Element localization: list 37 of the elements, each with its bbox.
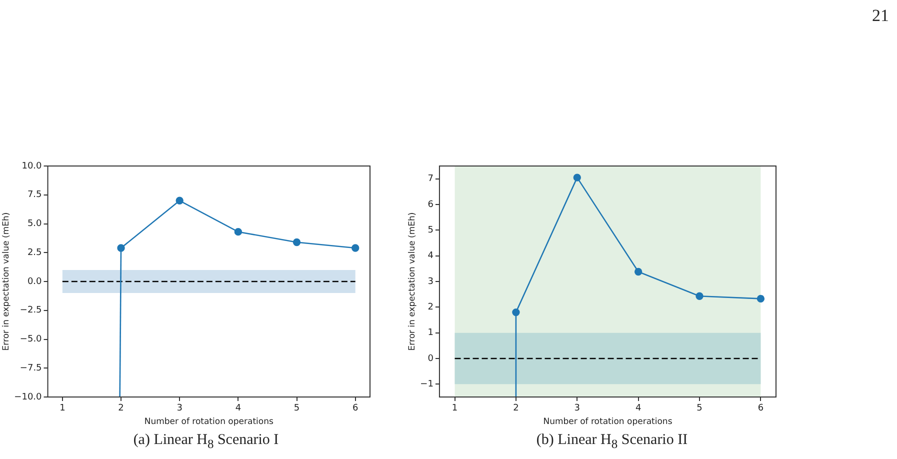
y-tick-label: 3	[428, 276, 434, 287]
y-tick-label: −2.5	[20, 306, 42, 316]
y-tick-label: 2.5	[27, 248, 42, 258]
x-tick-label: 1	[452, 404, 458, 414]
y-axis-title: Error in expectation value (mEh)	[407, 212, 418, 351]
y-tick-label: 2	[428, 302, 434, 313]
text: 21	[872, 6, 889, 26]
x-axis-title: Number of rotation operations	[543, 417, 673, 428]
x-tick-label: 1	[60, 404, 66, 414]
y-axis-title: Error in expectation value (mEh)	[1, 212, 12, 351]
text: (a) Linear H$_{8}$ Scenario I	[132, 432, 280, 452]
x-tick-label: 5	[696, 404, 702, 414]
text: (b) Linear H$_{8}$ Scenario II	[535, 432, 689, 452]
y-tick-label: −5.0	[20, 334, 42, 345]
x-tick-label: 6	[352, 404, 358, 414]
y-tick-label: 4	[428, 251, 434, 262]
y-tick-label: −7.5	[20, 363, 42, 374]
y-tick-label: 5	[428, 226, 434, 236]
x-axis-title: Number of rotation operations	[144, 417, 274, 428]
y-tick-label: 10.0	[22, 161, 42, 172]
x-tick-label: 6	[758, 404, 764, 414]
x-tick-label: 3	[176, 404, 182, 414]
y-tick-label: 5.0	[27, 219, 42, 230]
y-tick-label: 1	[428, 328, 434, 338]
x-tick-label: 3	[574, 404, 580, 414]
y-tick-label: 7.5	[27, 190, 42, 200]
x-tick-label: 4	[235, 404, 242, 414]
x-tick-label: 2	[118, 404, 124, 414]
y-tick-label: 6	[428, 200, 434, 210]
y-tick-label: 0.0	[27, 276, 42, 287]
x-tick-label: 4	[635, 404, 642, 414]
y-tick-label: 7	[428, 174, 434, 184]
y-tick-label: −1	[420, 380, 434, 390]
y-tick-label: −10.0	[14, 392, 42, 402]
y-tick-label: 0	[428, 354, 434, 364]
x-tick-label: 5	[294, 404, 300, 414]
x-tick-label: 2	[513, 404, 519, 414]
